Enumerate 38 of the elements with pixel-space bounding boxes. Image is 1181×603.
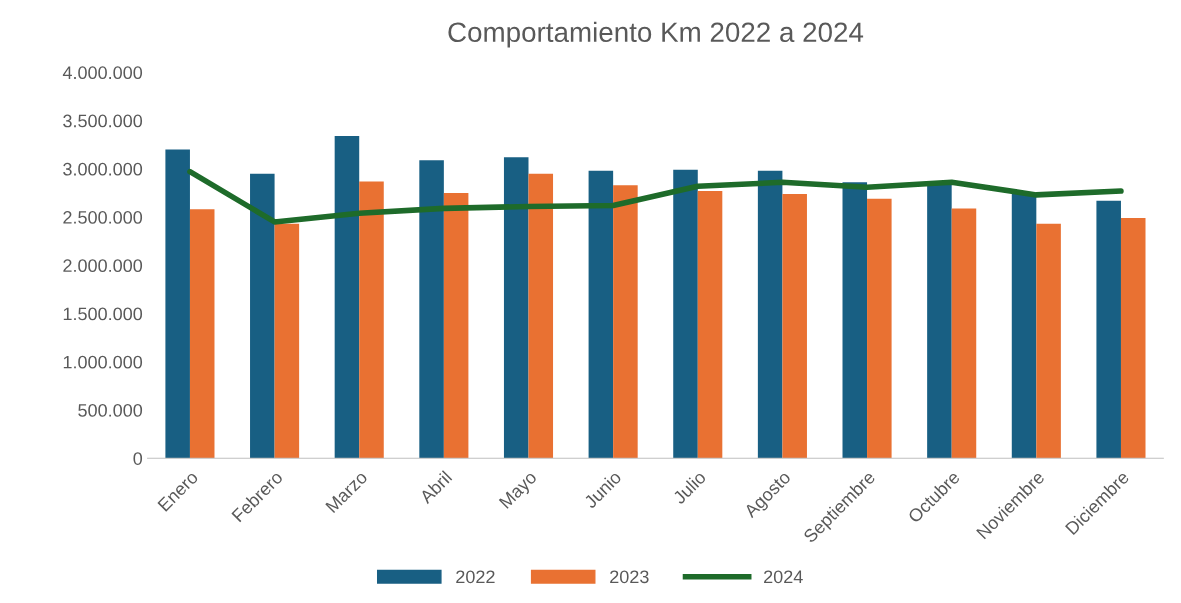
bar bbox=[419, 160, 444, 459]
bar bbox=[189, 209, 215, 459]
y-tick-label: 3.500.000 bbox=[63, 114, 143, 128]
bar bbox=[334, 136, 360, 459]
bar bbox=[951, 208, 977, 459]
legend-label: 2022 bbox=[456, 570, 495, 584]
chart-title: Comportamiento Km 2022 a 2024 bbox=[448, 21, 864, 48]
bar bbox=[867, 198, 892, 459]
bar bbox=[359, 181, 384, 459]
bar bbox=[250, 173, 275, 459]
bar bbox=[613, 185, 638, 459]
legend-label: 2023 bbox=[610, 570, 649, 584]
bar bbox=[1096, 200, 1121, 459]
y-tick-label: 2.000.000 bbox=[63, 259, 143, 273]
bar bbox=[673, 169, 698, 459]
bar bbox=[1120, 218, 1146, 459]
bar bbox=[782, 193, 807, 459]
y-tick-label: 1.500.000 bbox=[63, 307, 143, 321]
y-tick-label: 3.000.000 bbox=[63, 162, 143, 176]
bar bbox=[1011, 193, 1037, 459]
bar bbox=[927, 184, 952, 459]
bar bbox=[443, 192, 469, 459]
bar bbox=[757, 170, 783, 459]
bar bbox=[697, 191, 723, 459]
bar bbox=[503, 157, 529, 459]
y-tick-label: 1.000.000 bbox=[63, 355, 143, 369]
bar bbox=[1036, 223, 1061, 459]
y-tick-label: 500.000 bbox=[78, 403, 143, 417]
y-tick-label: 4.000.000 bbox=[62, 66, 143, 80]
legend-label: 2024 bbox=[764, 570, 803, 584]
y-tick-label: 2.500.000 bbox=[63, 211, 143, 224]
x-tick-label: Julio bbox=[671, 469, 707, 505]
bar bbox=[842, 182, 868, 459]
y-tick-label: 0 bbox=[133, 452, 143, 465]
bar bbox=[274, 223, 300, 459]
bar bbox=[165, 149, 190, 459]
bar bbox=[588, 170, 614, 459]
bar bbox=[528, 173, 554, 459]
